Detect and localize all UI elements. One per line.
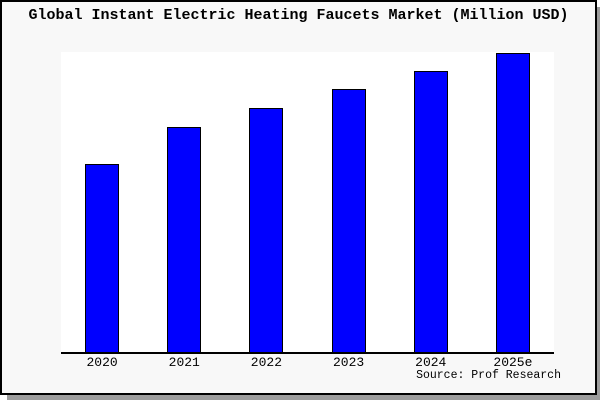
x-tick-label-2021: 2021 <box>168 355 200 370</box>
source-note: Source: Prof Research <box>416 369 561 382</box>
x-tick-label-2020: 2020 <box>86 355 118 370</box>
x-tick-label-2023: 2023 <box>332 355 365 370</box>
chart-title: Global Instant Electric Heating Faucets … <box>28 7 569 24</box>
bar-2025e <box>495 53 530 352</box>
bar-2024 <box>413 71 448 352</box>
x-tick-label-2024: 2024 <box>415 355 447 370</box>
bar-2020 <box>85 164 120 352</box>
x-tick-label-2025e: 2025e <box>493 355 533 370</box>
bar-2023 <box>331 89 366 352</box>
x-tick-label-2022: 2022 <box>250 355 283 370</box>
plot-area <box>61 52 554 354</box>
bar-2021 <box>167 127 202 352</box>
bar-2022 <box>249 108 284 352</box>
